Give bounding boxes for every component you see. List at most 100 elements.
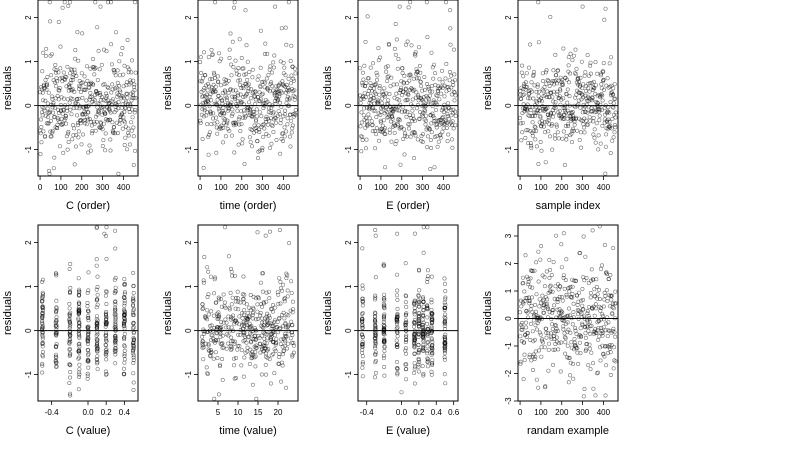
data-point [113,361,118,366]
data-point [78,89,83,94]
data-point [568,373,573,378]
data-point [40,315,45,320]
data-point [285,122,290,127]
data-point [209,85,214,90]
data-point [40,334,45,339]
data-point [289,340,294,345]
data-point [255,316,260,321]
data-point [269,80,274,85]
data-point [86,353,91,358]
data-point [581,394,586,399]
data-point [108,137,113,142]
y-axis-label: residuals [162,65,174,110]
data-point [68,81,73,86]
data-point [258,310,263,315]
data-point [255,295,260,300]
data-point [72,162,77,167]
data-point [235,289,240,294]
data-point [45,83,50,88]
data-point [254,317,259,322]
data-point [400,66,405,71]
data-point [125,37,130,42]
data-point [606,117,611,122]
data-point [435,89,440,94]
data-point [108,117,113,122]
data-point [524,107,529,112]
data-point [122,343,127,348]
data-point [108,110,113,115]
data-point [68,339,73,344]
data-point [448,8,453,13]
data-point [550,362,555,367]
data-point [523,136,528,141]
data-point [543,160,548,165]
data-point [230,295,235,300]
data-point [571,376,576,381]
data-point [104,256,109,261]
data-point [264,323,269,328]
data-point [591,386,596,391]
data-point [122,281,127,286]
data-point [48,129,53,134]
data-point [107,108,112,113]
data-point [414,90,419,95]
data-point [405,39,410,44]
data-point [404,114,409,119]
data-point [267,229,272,234]
data-point [602,17,607,22]
data-point [413,118,418,123]
data-point [86,110,91,115]
data-point [238,78,243,83]
data-point [428,89,433,94]
y-tick-label: 1 [344,59,353,64]
data-point [238,129,243,134]
data-point [593,83,598,88]
data-point [266,133,271,138]
data-point [578,75,583,80]
data-point [370,122,375,127]
x-tick-label: 20 [274,408,283,417]
data-point [424,0,429,5]
data-point [367,116,372,121]
data-point [77,362,82,367]
data-point [441,122,446,127]
data-point [220,356,225,361]
data-point [80,31,85,36]
data-point [546,118,551,123]
data-point [61,150,66,155]
data-point [423,113,428,118]
data-point [534,377,539,382]
data-point [90,129,95,134]
data-point [257,341,262,346]
data-point [547,84,552,89]
data-point [551,111,556,116]
data-point [416,76,421,81]
data-point [213,275,218,280]
data-point [591,79,596,84]
data-point [222,300,227,305]
data-point [577,340,582,345]
data-point [551,99,556,104]
y-tick-label: -1 [24,370,33,378]
y-tick-label: -1 [504,145,513,153]
data-point [96,48,101,53]
data-point [552,79,557,84]
x-tick-label: 0.0 [396,408,408,417]
data-point [201,75,206,80]
x-tick-label: 0 [518,183,523,192]
data-point [132,0,137,5]
data-point [131,335,136,340]
data-point [259,114,264,119]
data-point [569,131,574,136]
data-point [229,62,234,67]
data-point [200,341,205,346]
data-point [572,122,577,127]
data-point [278,121,283,126]
data-point [205,122,210,127]
data-point [359,311,364,316]
data-point [241,339,246,344]
y-tick-label: 0 [504,103,513,108]
data-point [518,92,523,97]
data-point [56,97,61,102]
